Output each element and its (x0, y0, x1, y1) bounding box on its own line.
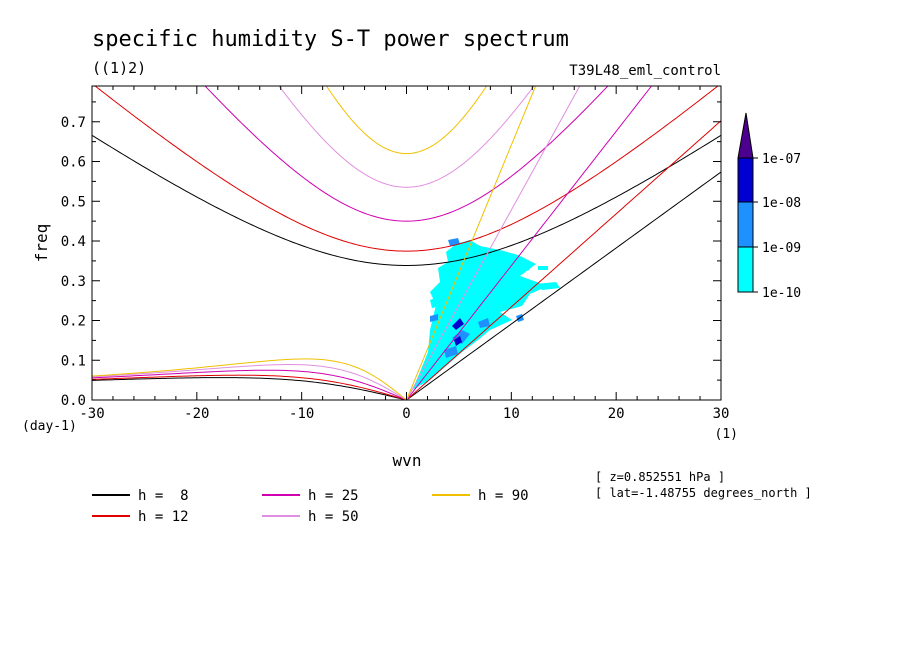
contour-1e-10-patch (430, 296, 442, 308)
y-unit-label: (day-1) (22, 419, 77, 434)
inertia-gravity-curve-h25 (204, 86, 609, 222)
colorbar-triangle (737, 112, 754, 159)
contour-1e-08 (454, 336, 462, 346)
x-tick-label: -10 (289, 406, 314, 422)
x-tick-label: 10 (503, 406, 520, 422)
chart-title: specific humidity S-T power spectrum (92, 27, 569, 52)
inertia-gravity-curve-h8 (92, 134, 721, 266)
kelvin-curve-h50 (406, 86, 581, 400)
kelvin-curve-h25 (406, 86, 653, 400)
y-tick-label: 0.1 (61, 353, 86, 369)
contour-1e-09 (430, 314, 438, 322)
rossby-curve-h8 (92, 377, 407, 400)
legend-item-h90: h = 90 (478, 488, 529, 504)
y-tick-label: 0.3 (61, 274, 86, 290)
contour-1e-09 (478, 318, 490, 328)
legend-item-h25: h = 25 (308, 488, 359, 504)
legend-item-h12: h = 12 (138, 509, 189, 525)
y-tick-label: 0.0 (61, 393, 86, 409)
y-axis: 0.0 0.1 0.2 0.3 0.4 0.5 0.6 0.7 (61, 101, 721, 409)
y-tick-label: 0.6 (61, 155, 86, 171)
x-tick-label: -20 (184, 406, 209, 422)
plot-frame (91, 85, 722, 401)
annotation-z: [ z=0.852551 hPa ] (595, 470, 725, 484)
inertia-gravity-curve-h12 (94, 86, 719, 252)
y-tick-label: 0.2 (61, 314, 86, 330)
contour-1e-09 (444, 346, 458, 358)
inertia-gravity-curve-h50 (278, 86, 535, 188)
x-tick-label: 0 (402, 406, 410, 422)
annotation-lat: [ lat=-1.48755 degrees_north ] (595, 486, 812, 500)
rossby-curve-h12 (92, 374, 407, 400)
x-unit-label: (1) (715, 427, 738, 442)
x-tick-label: -30 (79, 406, 104, 422)
x-tick-label: 30 (713, 406, 730, 422)
inertia-gravity-curve-h90 (325, 86, 488, 155)
contour-1e-10-patch (536, 282, 560, 290)
colorbar: 1e-07 1e-08 1e-09 1e-10 (737, 112, 801, 301)
y-axis-label: freq (32, 224, 51, 263)
x-axis-label: wvn (393, 451, 422, 470)
x-axis: -30 -20 -10 0 10 20 30 (79, 86, 729, 422)
colorbar-label-1e-08: 1e-08 (762, 196, 801, 211)
legend-item-h8: h = 8 (138, 488, 189, 504)
colorbar-label-1e-10: 1e-10 (762, 286, 801, 301)
x-tick-label: 20 (608, 406, 625, 422)
rossby-curve-h50 (92, 364, 407, 400)
kelvin-curve-h90 (406, 86, 537, 400)
chart-subtitle-left: ((1)2) (92, 59, 146, 77)
colorbar-label-1e-07: 1e-07 (762, 152, 801, 167)
contour-1e-08 (452, 318, 464, 330)
colorbar-band-1e-08 (737, 157, 754, 203)
colorbar-band-1e-10 (737, 246, 754, 293)
dispersion-curves (92, 86, 721, 400)
legend: h = 8 h = 12 h = 25 h = 50 h = 90 (92, 488, 529, 525)
y-tick-label: 0.5 (61, 194, 86, 210)
legend-item-h50: h = 50 (308, 509, 359, 525)
y-tick-label: 0.7 (61, 115, 86, 131)
power-spectrum-contours (412, 238, 560, 390)
colorbar-label-1e-09: 1e-09 (762, 241, 801, 256)
contour-1e-10-patch (538, 266, 548, 270)
rossby-curve-h90 (92, 358, 407, 400)
kelvin-curve-h12 (406, 120, 721, 400)
kelvin-curve-h8 (406, 171, 721, 400)
y-tick-label: 0.4 (61, 234, 86, 250)
chart-subtitle-right: T39L48_eml_control (569, 63, 721, 79)
rossby-curve-h25 (92, 369, 407, 400)
colorbar-band-1e-09 (737, 201, 754, 248)
